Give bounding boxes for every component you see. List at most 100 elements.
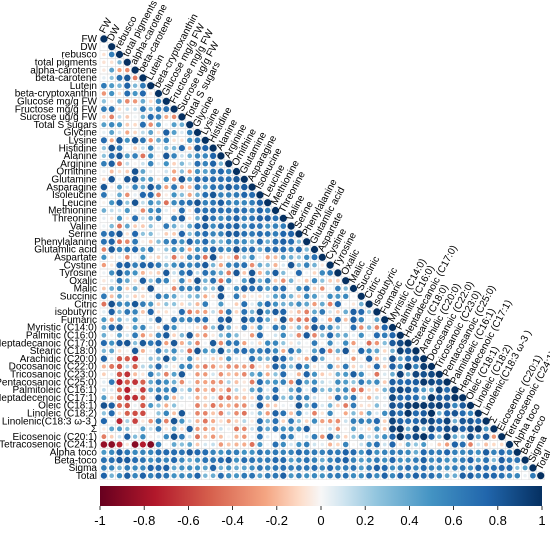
legend-tick-label: 0.2	[356, 513, 374, 528]
correlation-circle	[117, 255, 122, 260]
correlation-circle	[264, 340, 271, 346]
correlation-circle	[102, 388, 106, 392]
correlation-circle	[250, 341, 254, 345]
correlation-circle	[227, 435, 231, 439]
correlation-circle	[102, 224, 106, 228]
correlation-circle	[209, 254, 217, 261]
correlation-circle	[140, 82, 146, 89]
correlation-circle	[156, 192, 161, 198]
correlation-circle	[139, 339, 147, 347]
correlation-circle	[311, 386, 318, 393]
correlation-circle	[178, 371, 186, 378]
correlation-circle	[289, 271, 293, 275]
correlation-circle	[226, 442, 231, 447]
correlation-circle	[428, 378, 435, 386]
correlation-circle	[288, 294, 294, 299]
correlation-circle	[281, 388, 285, 392]
correlation-circle	[280, 332, 287, 339]
correlation-circle	[163, 161, 169, 167]
correlation-circle	[358, 457, 364, 463]
correlation-circle	[490, 464, 497, 471]
correlation-circle	[351, 302, 356, 306]
correlation-circle	[195, 419, 200, 424]
correlation-circle	[124, 356, 130, 362]
correlation-circle	[139, 277, 147, 284]
correlation-circle	[334, 457, 341, 464]
correlation-circle	[155, 332, 162, 339]
correlation-circle	[320, 387, 325, 393]
correlation-circle	[436, 472, 443, 479]
correlation-circle	[162, 97, 170, 105]
correlation-circle	[374, 325, 380, 330]
correlation-circle	[147, 246, 154, 253]
correlation-circle	[178, 176, 186, 183]
correlation-circle	[101, 317, 107, 323]
correlation-circle	[498, 464, 505, 471]
correlation-circle	[141, 419, 145, 423]
correlation-circle	[420, 370, 428, 378]
correlation-circle	[256, 238, 263, 245]
correlation-circle	[241, 371, 247, 377]
correlation-circle	[187, 176, 193, 182]
correlation-circle	[459, 425, 466, 433]
correlation-circle	[351, 426, 356, 432]
correlation-circle	[382, 372, 387, 377]
correlation-circle	[124, 239, 130, 245]
correlation-circle	[179, 122, 185, 128]
correlation-circle	[404, 339, 412, 347]
correlation-circle	[203, 372, 208, 377]
correlation-circle	[178, 262, 185, 269]
correlation-circle	[398, 442, 403, 447]
correlation-circle	[217, 207, 224, 214]
correlation-circle	[226, 380, 231, 385]
correlation-circle	[171, 449, 178, 456]
correlation-circle	[131, 199, 139, 206]
correlation-circle	[125, 419, 130, 424]
correlation-circle	[218, 262, 224, 268]
correlation-circle	[311, 433, 318, 440]
correlation-circle	[132, 184, 138, 190]
correlation-circle	[147, 449, 154, 456]
correlation-circle	[382, 419, 387, 423]
correlation-circle	[350, 457, 357, 463]
correlation-circle	[171, 457, 178, 464]
row-label: Glutamlic acid	[34, 245, 97, 256]
row-label: Succinic	[60, 292, 97, 303]
correlation-circle	[350, 324, 357, 331]
correlation-circle	[210, 215, 217, 222]
correlation-circle	[305, 341, 309, 345]
correlation-circle	[226, 356, 232, 362]
correlation-circle	[491, 434, 497, 439]
correlation-circle	[226, 372, 231, 377]
correlation-circle	[155, 441, 162, 448]
correlation-circle	[164, 208, 169, 213]
correlation-circle	[265, 309, 271, 315]
correlation-circle	[436, 417, 443, 425]
correlation-circle	[226, 348, 231, 354]
correlation-circle	[296, 457, 302, 463]
correlation-circle	[171, 129, 177, 136]
correlation-circle	[148, 278, 153, 283]
correlation-circle	[389, 339, 396, 347]
correlation-circle	[110, 419, 114, 423]
correlation-circle	[234, 279, 239, 283]
correlation-circle	[491, 449, 497, 456]
correlation-circle	[187, 294, 192, 299]
correlation-circle	[179, 418, 185, 424]
correlation-circle	[211, 356, 215, 361]
correlation-circle	[194, 262, 201, 268]
correlation-circle	[475, 449, 481, 455]
correlation-circle	[296, 301, 302, 307]
correlation-circle	[304, 301, 310, 307]
correlation-circle	[171, 286, 177, 291]
correlation-circle	[328, 278, 332, 283]
correlation-circle	[249, 309, 255, 315]
correlation-circle	[117, 293, 122, 299]
correlation-circle	[388, 323, 397, 332]
correlation-circle	[109, 364, 115, 369]
legend-tick-label: 1	[538, 513, 545, 528]
correlation-circle	[180, 349, 184, 353]
correlation-circle	[373, 308, 381, 316]
correlation-circle	[163, 223, 170, 229]
correlation-circle	[367, 372, 371, 376]
